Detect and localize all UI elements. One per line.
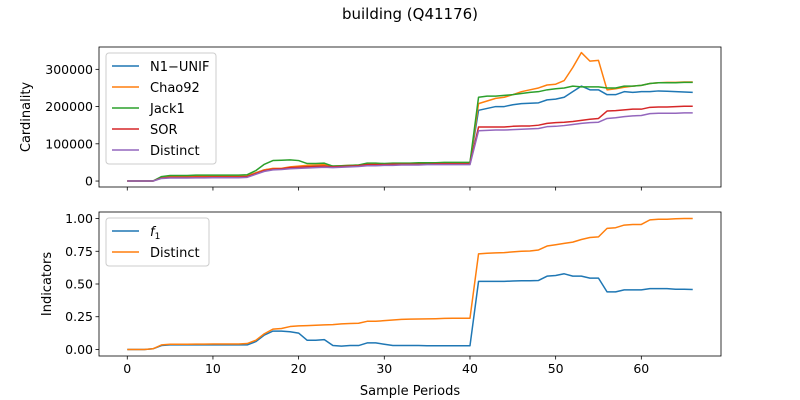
legend-label: Distinct <box>150 144 200 159</box>
chart-panel-2: 0 10 20 30 40 50 60 0.00 0.25 0.50 0.75 1.00 Indicat… <box>40 211 722 399</box>
y-axis-label: Indicators <box>40 252 55 316</box>
series-line-1-5 <box>127 112 693 182</box>
figure-title: building (Q41176) <box>342 5 478 23</box>
chart-panel-1: 0 100000 200000 300000 Cardinality N1−UNIF Cha… <box>19 46 722 191</box>
x-tick-label: 40 <box>462 361 478 376</box>
y-tick-label: 0 <box>85 174 93 189</box>
y-tick-label: 200000 <box>45 99 93 114</box>
legend-label-main: f <box>150 225 157 240</box>
legend-label: Distinct <box>150 246 200 261</box>
y-tick-label: 100000 <box>45 136 93 151</box>
x-tick-label: 60 <box>633 361 649 376</box>
x-tick-label: 20 <box>291 361 307 376</box>
x-tick-label: 30 <box>376 361 392 376</box>
legend: N1−UNIF Chao92 Jack1 SOR Distinct <box>105 52 217 165</box>
chart-panels: 0 100000 200000 300000 Cardinality N1−UNIF Cha… <box>19 46 722 399</box>
x-tick-label: 0 <box>123 361 131 376</box>
legend-label: Jack1 <box>149 102 185 117</box>
legend-label: f1 <box>150 225 160 242</box>
legend-label: Chao92 <box>150 81 200 96</box>
x-tick-label: 50 <box>548 361 564 376</box>
legend-label-subscript: 1 <box>155 232 161 242</box>
legend-box <box>105 217 210 267</box>
y-tick-label: 0.75 <box>65 244 93 259</box>
y-tick-label: 300000 <box>45 62 93 77</box>
legend-box <box>105 52 217 165</box>
y-axis-label: Cardinality <box>19 82 34 153</box>
series-line-1-3 <box>127 81 693 182</box>
x-tick-label: 10 <box>205 361 221 376</box>
legend: f1 Distinct <box>105 217 210 267</box>
y-tick-label: 1.00 <box>65 211 93 226</box>
legend-label: SOR <box>150 123 178 138</box>
y-tick-label: 0.25 <box>65 309 93 324</box>
legend-label: N1−UNIF <box>150 60 209 75</box>
axes-frame <box>98 46 722 188</box>
series-line-2-2 <box>127 217 693 351</box>
y-tick-label: 0.00 <box>65 342 93 357</box>
series-line-2-1 <box>127 273 693 351</box>
x-axis-label: Sample Periods <box>360 384 460 399</box>
y-tick-label: 0.50 <box>65 277 93 292</box>
